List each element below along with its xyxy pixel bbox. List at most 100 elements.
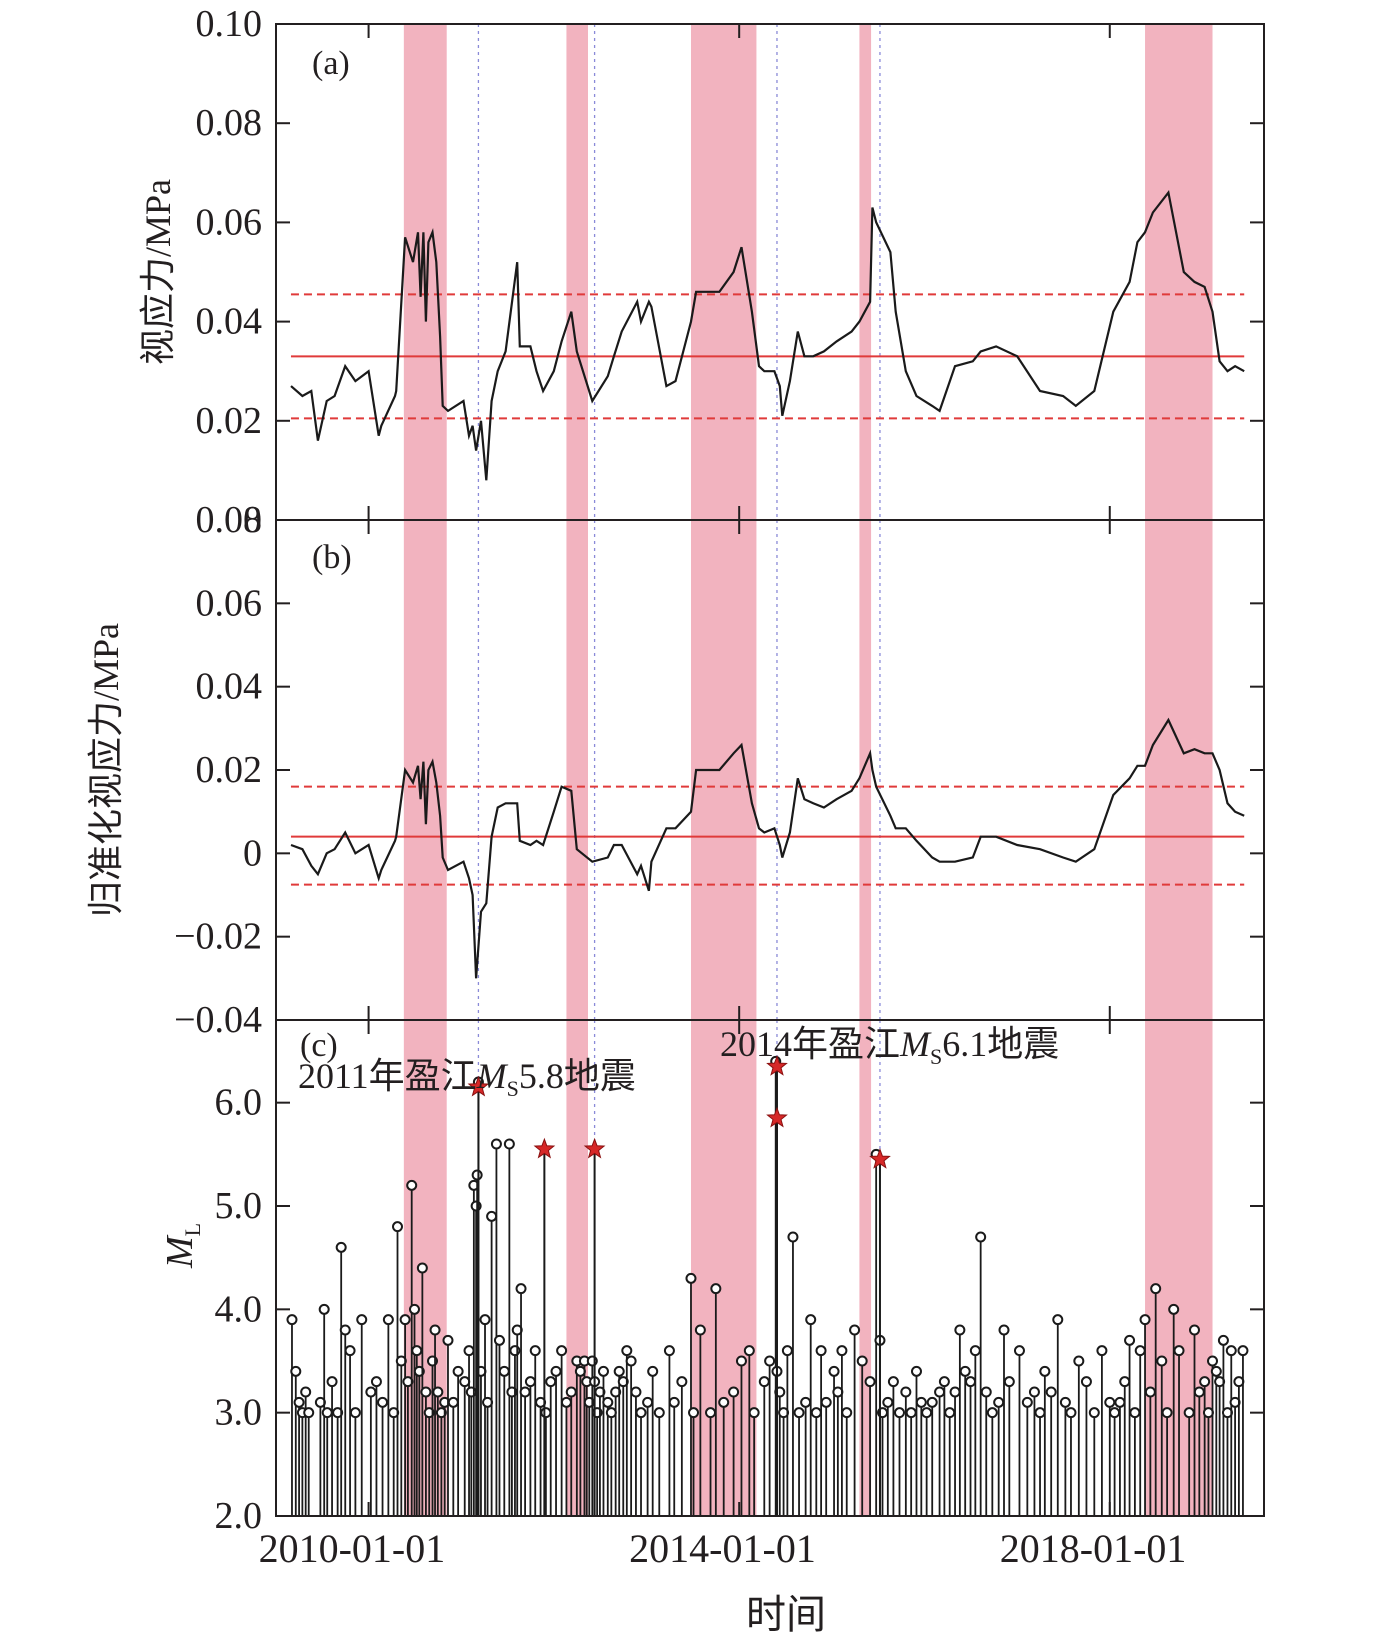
stem-marker-155 (1039, 1365, 1051, 1377)
stem-marker-132 (905, 1407, 917, 1419)
stem-marker-89 (647, 1365, 659, 1377)
stem-marker-5 (303, 1407, 315, 1419)
stem-marker-35 (435, 1407, 447, 1419)
stem-marker-133 (910, 1365, 922, 1377)
stem-marker-34 (432, 1386, 444, 1398)
x-tick-label-1: 2014-01-01 (629, 1526, 816, 1571)
stem-marker-172 (1144, 1386, 1156, 1398)
stem-marker-39 (452, 1365, 464, 1377)
stem-marker-104 (758, 1376, 770, 1388)
stem-marker-157 (1052, 1314, 1064, 1326)
stem-marker-137 (934, 1386, 946, 1398)
b-shade-4 (1145, 520, 1213, 1020)
stem-marker-147 (986, 1407, 998, 1419)
stem-marker-177 (1173, 1345, 1185, 1357)
stem-marker-140 (949, 1386, 961, 1398)
b-shade-0 (403, 520, 447, 1020)
stem-marker-31 (423, 1407, 435, 1419)
stem-marker-98 (710, 1283, 722, 1295)
stem-marker-139 (944, 1407, 956, 1419)
stem-marker-29 (416, 1262, 428, 1274)
stem-marker-141 (954, 1324, 966, 1336)
frames (275, 23, 1265, 1517)
stem-marker-167 (1119, 1376, 1131, 1388)
stem-marker-83 (617, 1376, 629, 1388)
annotation-2011-symbol: M (476, 1056, 509, 1096)
stem-marker-7 (318, 1303, 330, 1315)
stem-marker-131 (900, 1386, 912, 1398)
annotation-2011-subscript: S (507, 1076, 519, 1101)
stem-marker-143 (965, 1376, 977, 1388)
stem-marker-79 (602, 1396, 614, 1408)
stem-marker-64 (545, 1376, 557, 1388)
x-tick-labels: 2010-01-01 2014-01-01 2018-01-01 (259, 1526, 1187, 1571)
stem-marker-1 (290, 1365, 302, 1377)
frame-c (275, 1019, 1265, 1517)
stem-marker-111 (787, 1231, 799, 1243)
stem-marker-156 (1045, 1386, 1057, 1398)
stem-marker-4 (300, 1386, 312, 1398)
stem-marker-27 (411, 1345, 423, 1357)
stem-marker-105 (764, 1355, 776, 1367)
b-y-ticks: −0.04 −0.02 0 0.02 0.04 0.06 0.08 (174, 499, 1264, 1041)
stem-marker-176 (1168, 1303, 1180, 1315)
a-ytick-label-1: 0.02 (196, 400, 263, 442)
panel-c: 2.03.04.05.06.0 (c) 2011年盈江MS5.8地震 2014年… (159, 1020, 1264, 1537)
stem-marker-170 (1134, 1345, 1146, 1357)
c-ytick-label-0: 2.0 (215, 1495, 263, 1537)
stem-marker-165 (1109, 1407, 1121, 1419)
c-stars (467, 1055, 891, 1516)
a-reference-lines (290, 293, 1245, 420)
stem-marker-184 (1210, 1365, 1222, 1377)
star-marker-2 (583, 1137, 606, 1159)
c-x-ticks (367, 1020, 1111, 1516)
stem-marker-159 (1065, 1407, 1077, 1419)
stem-marker-163 (1096, 1345, 1108, 1357)
stem-marker-183 (1207, 1355, 1219, 1367)
a-ytick-label-3: 0.06 (196, 201, 263, 243)
stem-marker-49 (482, 1396, 494, 1408)
stem-marker-128 (882, 1396, 894, 1408)
star-marker-4 (766, 1106, 788, 1128)
stem-marker-90 (653, 1407, 665, 1419)
stem-marker-153 (1028, 1386, 1040, 1398)
stem-marker-162 (1088, 1407, 1100, 1419)
stem-marker-148 (993, 1396, 1005, 1408)
b-ytick-label-5: 0.06 (196, 582, 263, 624)
b-ylabel: 归准化视应力/MPa (86, 623, 126, 917)
stem-marker-2 (293, 1396, 305, 1408)
annotation-2014-prefix: 2014年盈江 (720, 1024, 900, 1064)
stem-marker-58 (515, 1283, 527, 1295)
stem-marker-182 (1202, 1407, 1214, 1419)
c-ylabel-sub: L (180, 1223, 205, 1236)
stem-marker-45 (471, 1169, 483, 1181)
stem-marker-15 (356, 1314, 368, 1326)
stem-marker-138 (938, 1376, 950, 1388)
stem-marker-154 (1034, 1407, 1046, 1419)
stem-marker-118 (828, 1365, 840, 1377)
stem-marker-17 (370, 1376, 382, 1388)
stem-marker-12 (339, 1324, 351, 1336)
stem-marker-78 (597, 1365, 609, 1377)
stem-marker-160 (1073, 1355, 1085, 1367)
stem-marker-99 (718, 1396, 730, 1408)
stem-marker-145 (975, 1231, 987, 1243)
a-ylabel: 视应力/MPa (138, 179, 178, 365)
stem-marker-135 (921, 1407, 933, 1419)
stem-marker-120 (836, 1345, 848, 1357)
stem-marker-168 (1124, 1334, 1136, 1346)
a-series-line (290, 190, 1245, 481)
b-reference-lines (290, 785, 1245, 886)
stem-marker-18 (377, 1396, 389, 1408)
star-marker-1 (533, 1137, 556, 1159)
annotation-2014: 2014年盈江MS6.1地震 (720, 1024, 1059, 1069)
a-ytick-label-4: 0.08 (196, 102, 263, 144)
a-shade-4 (1145, 24, 1213, 520)
stem-marker-16 (365, 1386, 377, 1398)
stem-marker-115 (810, 1407, 822, 1419)
stem-marker-181 (1199, 1376, 1211, 1388)
a-ytick-label-2: 0.04 (196, 301, 263, 343)
stem-marker-180 (1193, 1386, 1205, 1398)
stem-marker-178 (1183, 1407, 1195, 1419)
annotation-2011: 2011年盈江MS5.8地震 (298, 1056, 636, 1101)
